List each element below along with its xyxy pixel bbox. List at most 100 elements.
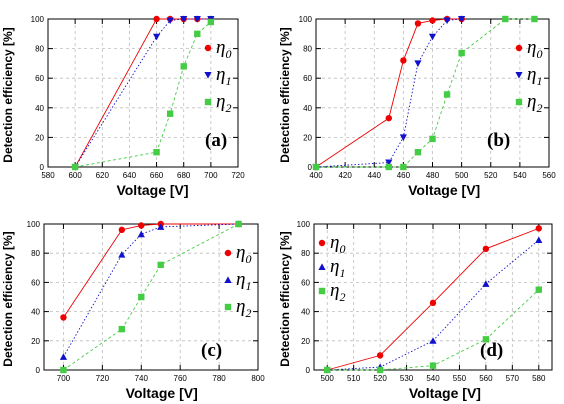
plot-frame [43,223,259,371]
x-tick-label: 540 [513,171,527,180]
series-line-1 [74,18,211,168]
data-point-1 [535,236,543,244]
legend-subscript: 0 [536,47,542,61]
x-tick-label: 530 [400,374,414,383]
x-tick-label: 580 [41,171,55,180]
y-tick-label: 100 [297,220,311,229]
data-point-1 [399,134,407,141]
legend-marker-0 [515,44,523,52]
legend-entry-1: η1 [330,256,345,280]
data-point-0 [153,15,160,23]
data-point-0 [376,352,384,359]
x-tick-label: 460 [397,171,411,180]
legend-subscript: 1 [536,74,542,88]
y-tick-label: 20 [303,133,312,142]
x-axis-label: Voltage [V] [409,385,481,401]
panel-label: (b) [487,130,510,151]
plot-frame [47,18,239,168]
legend-entry-1: η1 [527,64,542,88]
data-point-1 [157,223,165,230]
y-tick-label: 0 [308,163,313,172]
data-point-2 [482,336,490,343]
legend-marker-0 [224,249,232,257]
legend-entry-2: η2 [330,280,345,304]
legend-subscript: 1 [339,266,345,280]
x-tick-label: 700 [57,374,71,383]
data-point-0 [138,222,145,229]
x-tick-label: 800 [251,374,265,383]
data-point-2 [153,149,160,156]
legend-marker-1 [204,72,212,79]
y-tick-label: 0 [40,163,45,172]
legend-marker-2 [204,98,212,106]
legend-marker-2 [318,287,326,295]
panel-label: (c) [201,340,222,361]
x-tick-label: 550 [453,374,467,383]
x-tick-label: 500 [455,171,469,180]
y-tick-label: 60 [301,278,310,287]
x-axis-label: Voltage [V] [408,182,480,198]
y-tick-label: 40 [35,104,44,113]
y-axis-label: Detection efficiency [%] [278,231,292,366]
data-point-2 [138,293,145,301]
x-tick-label: 740 [135,374,149,383]
x-tick-label: 510 [347,374,361,383]
legend-entry-0: η0 [216,37,231,61]
series-line-1 [315,18,462,168]
legend-entry-0: η0 [527,37,542,61]
x-tick-label: 620 [96,171,110,180]
x-tick-label: 480 [426,171,440,180]
y-tick-label: 40 [31,308,40,317]
y-tick-label: 60 [35,74,44,83]
x-tick-label: 760 [174,374,188,383]
data-point-0 [482,245,490,253]
data-point-0 [118,226,126,234]
data-point-2 [157,261,164,269]
legend-entry-2: η2 [527,91,542,115]
data-point-0 [400,57,407,64]
x-tick-label: 440 [368,171,382,180]
y-tick-label: 40 [301,308,310,317]
panel-label: (d) [480,340,503,361]
panel-label: (a) [205,130,227,151]
x-tick-label: 560 [542,171,556,180]
legend-marker-1 [224,276,232,283]
y-tick-label: 0 [306,366,311,375]
data-point-2 [385,163,393,171]
data-point-2 [376,366,384,374]
y-tick-label: 60 [303,74,312,83]
legend-marker-0 [318,239,326,247]
y-tick-label: 40 [303,104,312,113]
data-point-0 [429,17,436,24]
y-tick-label: 100 [31,15,45,24]
legend-subscript: 1 [225,74,231,88]
data-point-2 [535,286,542,293]
legend-subscript: 2 [225,101,231,115]
data-point-2 [118,325,126,333]
y-tick-label: 20 [301,337,310,346]
data-point-1 [429,337,437,344]
data-point-2 [235,220,242,228]
y-tick-label: 60 [31,278,40,287]
data-point-1 [152,33,161,41]
x-tick-label: 720 [231,171,245,180]
data-point-2 [429,135,436,143]
legend-marker-1 [318,263,326,270]
legend-subscript: 0 [339,242,345,256]
legend-subscript: 1 [245,279,251,293]
legend-marker-0 [204,44,212,52]
x-tick-label: 640 [123,171,137,180]
data-point-2 [166,110,174,117]
y-axis-label: Detection efficiency [%] [1,231,15,366]
legend-marker-2 [515,98,523,106]
legend-entry-2: η2 [216,91,231,115]
y-tick-label: 100 [299,15,313,24]
x-axis-label: Voltage [V] [126,385,198,401]
x-tick-label: 570 [506,374,520,383]
data-point-2 [60,366,67,374]
data-point-2 [324,366,331,374]
x-tick-label: 720 [96,374,110,383]
data-point-1 [137,230,145,238]
legend-entry-0: η0 [330,232,345,256]
x-tick-label: 660 [150,171,164,180]
